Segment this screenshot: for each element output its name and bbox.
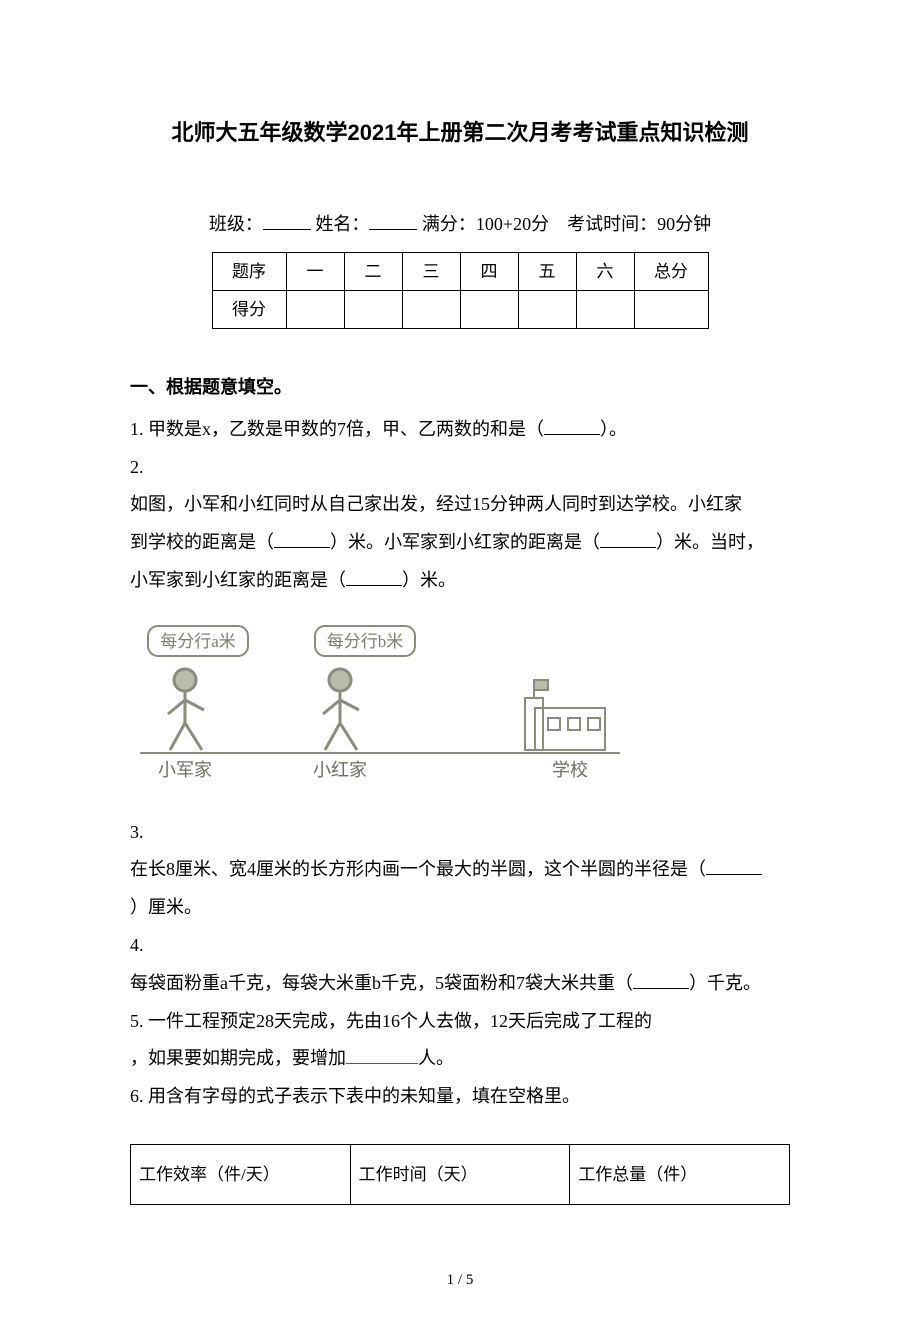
col-header: 六 xyxy=(576,252,634,290)
fullscore-value: 100+20分 xyxy=(476,214,549,234)
col-header: 三 xyxy=(402,252,460,290)
q5-line: 5. 一件工程预定28天完成，先由16个人去做，12天后完成了工程的 xyxy=(130,1003,790,1041)
q1-text: 1. 甲数是x，乙数是甲数的7倍，甲、乙两数的和是（ xyxy=(130,419,544,439)
q2-text: 到学校的距离是（ xyxy=(130,532,274,552)
col-header: 一 xyxy=(286,252,344,290)
diagram-label: 小红家 xyxy=(313,760,367,780)
time-value: 90分钟 xyxy=(657,214,711,234)
q5-text: 人。 xyxy=(418,1048,454,1068)
score-cell[interactable] xyxy=(344,290,402,328)
answer-blank[interactable] xyxy=(274,530,330,548)
fullscore-label: 满分： xyxy=(422,214,476,234)
q3-number: 3. xyxy=(130,814,790,852)
work-header: 工作总量（件） xyxy=(570,1144,790,1204)
q3-line: ）厘米。 xyxy=(130,889,790,927)
question-1: 1. 甲数是x，乙数是甲数的7倍，甲、乙两数的和是（ ）。 xyxy=(130,411,790,449)
question-3: 3. 在长8厘米、宽4厘米的长方形内画一个最大的半圆，这个半圆的半径是（ ）厘米… xyxy=(130,814,790,927)
col-header: 五 xyxy=(518,252,576,290)
q2-line: 如图，小军和小红同时从自己家出发，经过15分钟两人同时到达学校。小红家 xyxy=(130,486,790,524)
page-title: 北师大五年级数学2021年上册第二次月考考试重点知识检测 xyxy=(130,110,790,156)
col-header: 总分 xyxy=(634,252,708,290)
row-header: 得分 xyxy=(212,290,286,328)
work-table: 工作效率（件/天） 工作时间（天） 工作总量（件） xyxy=(130,1144,790,1205)
col-header: 二 xyxy=(344,252,402,290)
q2-diagram: 每分行a米 每分行b米 xyxy=(130,618,790,802)
table-row: 得分 xyxy=(212,290,708,328)
q3-line: 在长8厘米、宽4厘米的长方形内画一个最大的半圆，这个半圆的半径是（ xyxy=(130,851,790,889)
bubble1-text: 每分行a米 xyxy=(160,632,236,651)
question-5: 5. 一件工程预定28天完成，先由16个人去做，12天后完成了工程的 ，如果要如… xyxy=(130,1003,790,1079)
q2-text: ）米。当时， xyxy=(656,532,764,552)
q4-text: 每袋面粉重a千克，每袋大米重b千克，5袋面粉和7袋大米共重（ xyxy=(130,973,633,993)
table-row: 工作效率（件/天） 工作时间（天） 工作总量（件） xyxy=(131,1144,790,1204)
score-cell[interactable] xyxy=(634,290,708,328)
score-cell[interactable] xyxy=(460,290,518,328)
row-header: 题序 xyxy=(212,252,286,290)
answer-blank[interactable] xyxy=(633,971,689,989)
q2-text: 小军家到小红家的距离是（ xyxy=(130,570,346,590)
work-header: 工作时间（天） xyxy=(350,1144,570,1204)
time-label: 考试时间： xyxy=(567,214,657,234)
q4-line: 每袋面粉重a千克，每袋大米重b千克，5袋面粉和7袋大米共重（ ）千克。 xyxy=(130,965,790,1003)
q2-number: 2. xyxy=(130,449,790,487)
diagram-label: 学校 xyxy=(552,760,588,780)
work-header: 工作效率（件/天） xyxy=(131,1144,351,1204)
score-cell[interactable] xyxy=(576,290,634,328)
score-cell[interactable] xyxy=(518,290,576,328)
diagram-label: 小军家 xyxy=(158,760,212,780)
q2-line: 小军家到小红家的距离是（ ）米。 xyxy=(130,562,790,600)
answer-blank[interactable] xyxy=(346,568,402,586)
score-table: 题序 一 二 三 四 五 六 总分 得分 xyxy=(212,252,709,329)
q1-suffix: ）。 xyxy=(600,419,627,439)
table-row: 题序 一 二 三 四 五 六 总分 xyxy=(212,252,708,290)
answer-blank[interactable] xyxy=(600,530,656,548)
q2-text: ）米。小军家到小红家的距离是（ xyxy=(330,532,600,552)
answer-blank[interactable] xyxy=(706,857,762,875)
q2-text: ）米。 xyxy=(402,570,456,590)
bubble2-text: 每分行b米 xyxy=(327,632,404,651)
class-label: 班级： xyxy=(209,214,263,234)
question-6: 6. 用含有字母的式子表示下表中的未知量，填在空格里。 xyxy=(130,1078,790,1116)
q4-text: ）千克。 xyxy=(689,973,761,993)
question-4: 4. 每袋面粉重a千克，每袋大米重b千克，5袋面粉和7袋大米共重（ ）千克。 xyxy=(130,927,790,1003)
col-header: 四 xyxy=(460,252,518,290)
page-footer: 1 / 5 xyxy=(130,1265,790,1297)
name-label: 姓名： xyxy=(315,214,369,234)
class-blank[interactable] xyxy=(263,210,311,230)
question-2: 2. 如图，小军和小红同时从自己家出发，经过15分钟两人同时到达学校。小红家 到… xyxy=(130,449,790,600)
score-cell[interactable] xyxy=(402,290,460,328)
q3-text: 在长8厘米、宽4厘米的长方形内画一个最大的半圆，这个半圆的半径是（ xyxy=(130,859,706,879)
score-cell[interactable] xyxy=(286,290,344,328)
q4-number: 4. xyxy=(130,927,790,965)
name-blank[interactable] xyxy=(369,210,417,230)
q5-line: ，如果要如期完成，要增加 人。 xyxy=(130,1040,790,1078)
section-heading: 一、根据题意填空。 xyxy=(130,369,790,407)
q5-text: ，如果要如期完成，要增加 xyxy=(130,1048,346,1068)
q2-line: 到学校的距离是（ ）米。小军家到小红家的距离是（ ）米。当时， xyxy=(130,524,790,562)
meta-line: 班级： 姓名： 满分：100+20分 考试时间：90分钟 xyxy=(130,206,790,244)
answer-blank[interactable] xyxy=(346,1046,418,1064)
answer-blank[interactable] xyxy=(544,417,600,435)
